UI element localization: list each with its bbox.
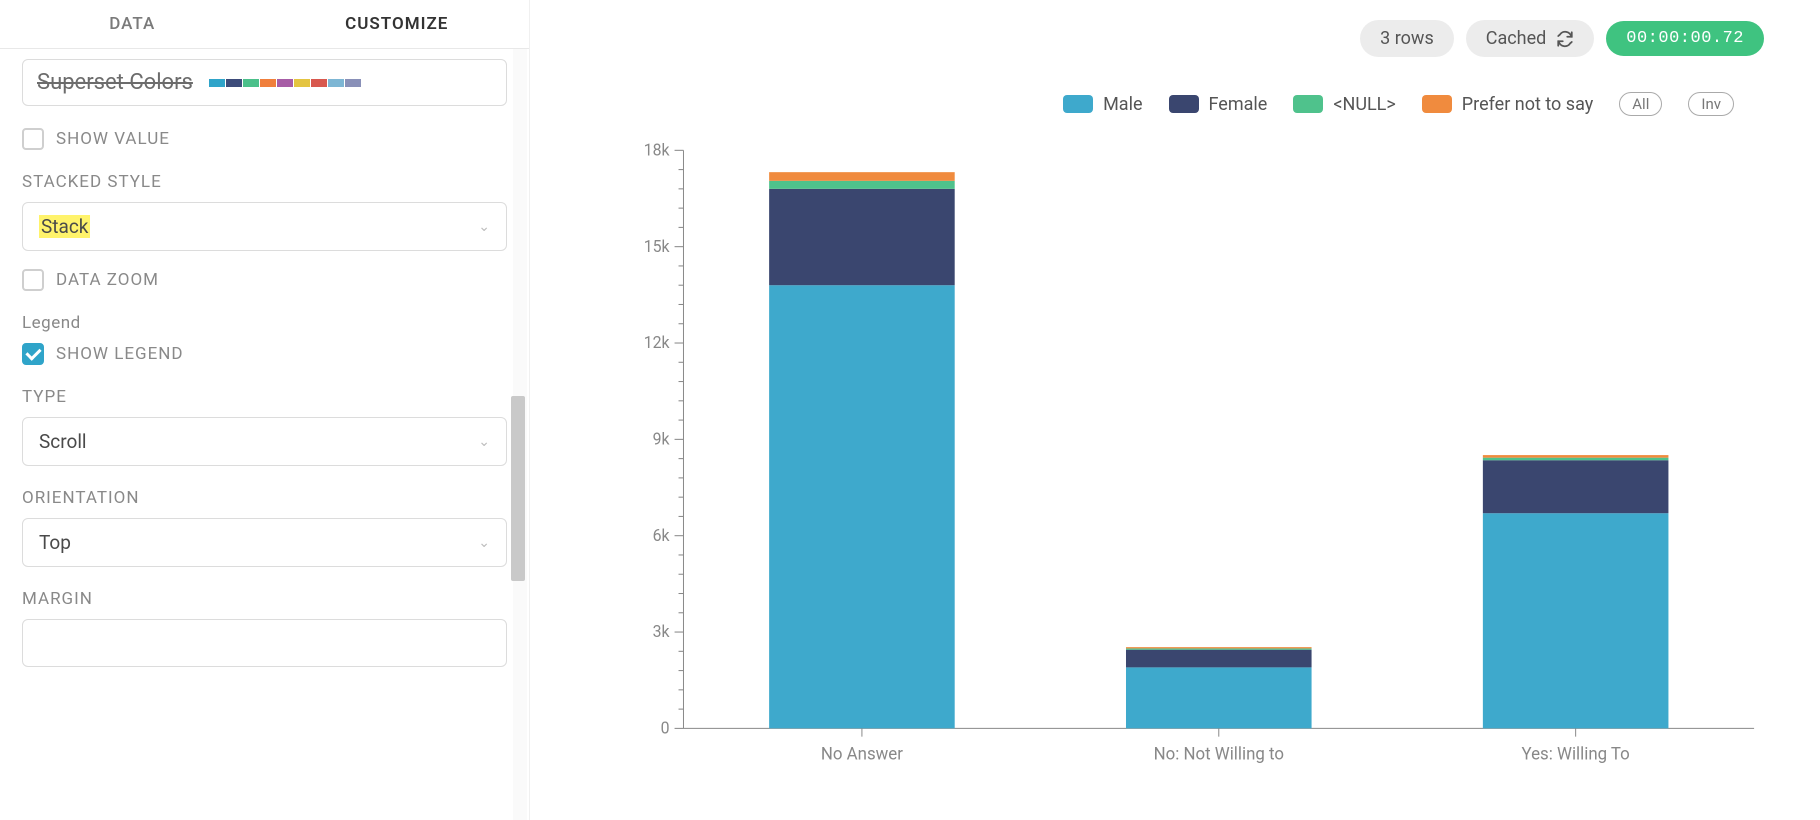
- legend-label: <NULL>: [1333, 94, 1395, 115]
- svg-text:No: Not Willing to: No: Not Willing to: [1154, 744, 1285, 764]
- cached-pill[interactable]: Cached: [1466, 20, 1595, 57]
- orientation-select[interactable]: Top ⌄: [22, 518, 507, 567]
- margin-input[interactable]: [22, 619, 507, 667]
- color-scheme-palette: [209, 79, 361, 87]
- tab-data[interactable]: DATA: [0, 0, 265, 48]
- legend-type-select[interactable]: Scroll ⌄: [22, 417, 507, 466]
- sidebar: DATA CUSTOMIZE Superset Colors SHOW VALU…: [0, 0, 530, 820]
- svg-text:9k: 9k: [653, 429, 671, 448]
- chevron-down-icon: ⌄: [478, 535, 490, 551]
- legend-section-title: Legend: [22, 313, 507, 333]
- show-legend-checkbox[interactable]: [22, 343, 44, 365]
- margin-title: MARGIN: [22, 589, 507, 609]
- stacked-style-value: Stack: [39, 215, 90, 238]
- legend-swatch: [1422, 95, 1452, 113]
- legend-swatch: [1293, 95, 1323, 113]
- svg-text:15k: 15k: [644, 237, 671, 256]
- legend-item[interactable]: <NULL>: [1293, 94, 1395, 115]
- data-zoom-label: DATA ZOOM: [56, 270, 159, 290]
- svg-text:6k: 6k: [653, 526, 671, 545]
- chevron-down-icon: ⌄: [478, 434, 490, 450]
- legend-label: Prefer not to say: [1462, 94, 1593, 115]
- rows-pill: 3 rows: [1360, 20, 1454, 57]
- show-legend-label: SHOW LEGEND: [56, 344, 184, 364]
- svg-text:No Answer: No Answer: [821, 744, 903, 764]
- show-value-label: SHOW VALUE: [56, 129, 170, 149]
- type-title: TYPE: [22, 387, 507, 407]
- data-zoom-checkbox[interactable]: [22, 269, 44, 291]
- svg-text:18k: 18k: [644, 140, 671, 159]
- refresh-icon: [1556, 30, 1574, 48]
- svg-text:3k: 3k: [653, 622, 671, 641]
- legend-item[interactable]: Female: [1169, 94, 1268, 115]
- time-pill: 00:00:00.72: [1606, 21, 1764, 56]
- legend-swatch: [1063, 95, 1093, 113]
- stacked-style-select[interactable]: Stack ⌄: [22, 202, 507, 251]
- legend-button-all[interactable]: All: [1619, 92, 1662, 116]
- stacked-style-title: STACKED STYLE: [22, 172, 507, 192]
- color-scheme-select[interactable]: Superset Colors: [22, 59, 507, 106]
- chart-panel: 3 rows Cached 00:00:00.72 Male Female <NUL…: [530, 0, 1820, 820]
- svg-text:Yes: Willing To: Yes: Willing To: [1522, 744, 1630, 764]
- legend-type-value: Scroll: [39, 430, 87, 453]
- show-value-checkbox[interactable]: [22, 128, 44, 150]
- orientation-value: Top: [39, 531, 71, 554]
- sidebar-scrollbar-track[interactable]: [513, 49, 527, 820]
- stacked-bar-chart: 0 3k 6k 9k 12k 15k 18k No Answer No: Not Willing…: [624, 140, 1764, 780]
- legend-swatch: [1169, 95, 1199, 113]
- legend-label: Male: [1103, 94, 1142, 115]
- legend-label: Female: [1209, 94, 1268, 115]
- legend-button-inv[interactable]: Inv: [1688, 92, 1734, 116]
- orientation-title: ORIENTATION: [22, 488, 507, 508]
- sidebar-scrollbar-thumb[interactable]: [511, 396, 525, 581]
- chart-legend: Male Female <NULL> Prefer not to say All Inv: [530, 92, 1790, 116]
- color-scheme-label: Superset Colors: [37, 70, 193, 95]
- svg-text:0: 0: [661, 718, 670, 737]
- tab-customize[interactable]: CUSTOMIZE: [265, 0, 530, 48]
- sidebar-tabs: DATA CUSTOMIZE: [0, 0, 529, 49]
- legend-item[interactable]: Prefer not to say: [1422, 94, 1593, 115]
- status-bar: 3 rows Cached 00:00:00.72: [1360, 20, 1764, 57]
- cached-label: Cached: [1486, 28, 1547, 49]
- sidebar-content: Superset Colors SHOW VALUE STACKED STYLE…: [0, 49, 529, 820]
- chevron-down-icon: ⌄: [478, 219, 490, 235]
- svg-text:12k: 12k: [644, 333, 671, 352]
- legend-item[interactable]: Male: [1063, 94, 1142, 115]
